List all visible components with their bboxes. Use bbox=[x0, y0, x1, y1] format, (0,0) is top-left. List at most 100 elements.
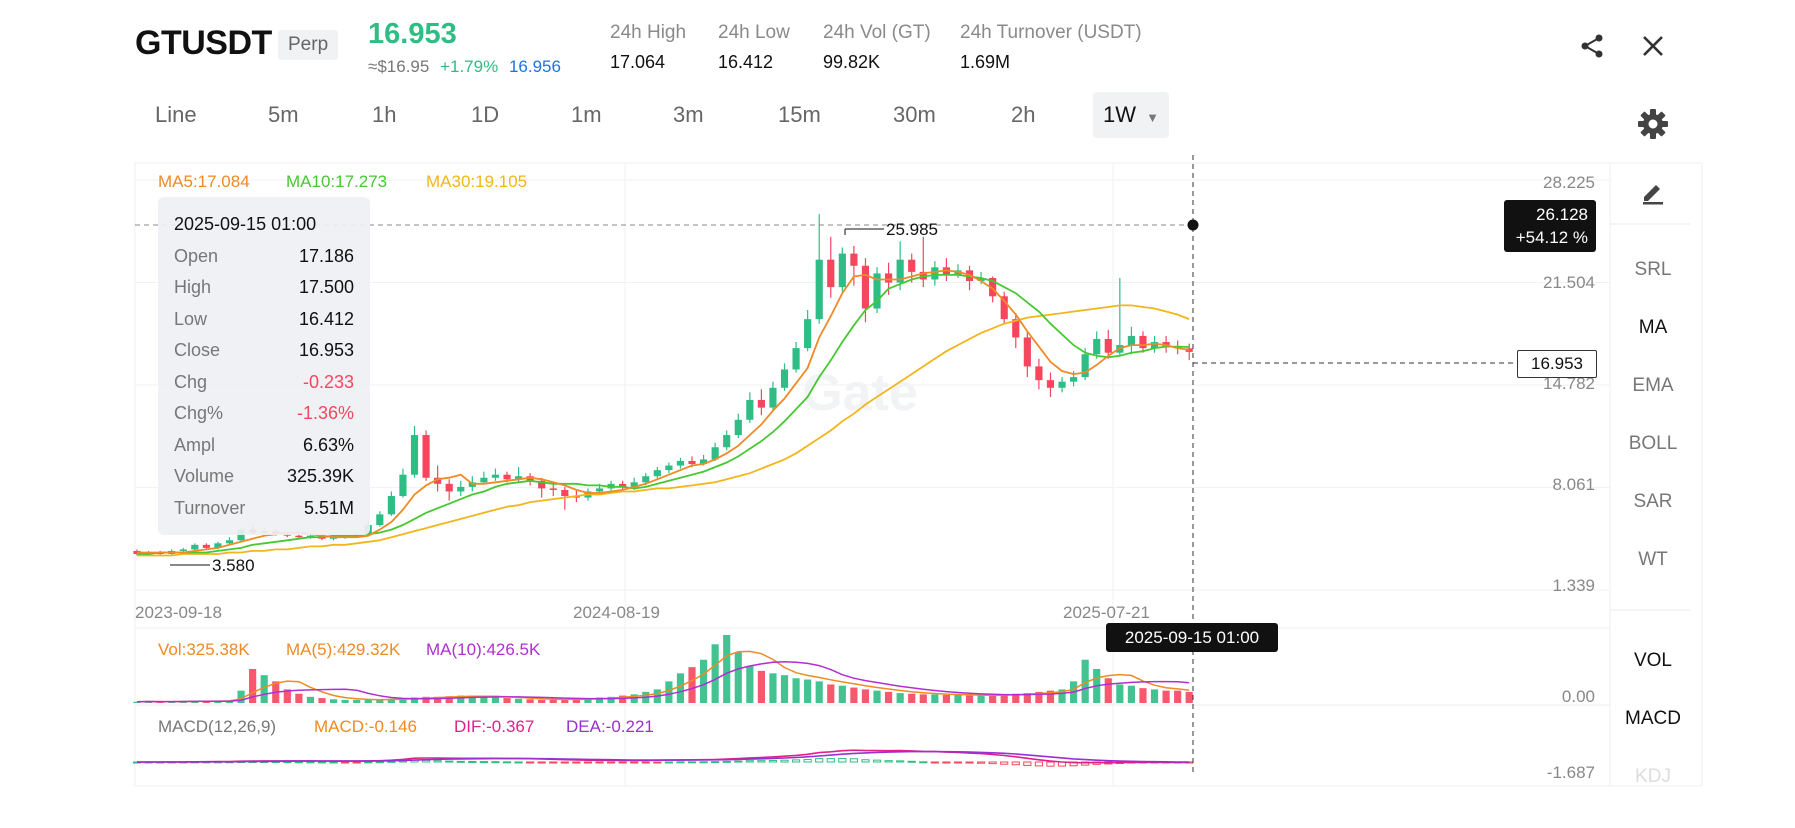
tab-1w[interactable]: 1W ▼ bbox=[1093, 92, 1169, 138]
vol-label: Vol:325.38K bbox=[158, 640, 250, 659]
tooltip-datetime: 2025-09-15 01:00 bbox=[174, 214, 354, 238]
candle-body bbox=[699, 459, 708, 465]
crosshair-pct: +54.12 % bbox=[1515, 228, 1588, 247]
side-tool-sar[interactable]: SAR bbox=[1633, 491, 1673, 512]
tab-3m[interactable]: 3m bbox=[673, 102, 704, 127]
side-tool-wt[interactable]: WT bbox=[1638, 549, 1668, 570]
candle-body bbox=[491, 474, 500, 478]
volume-bar bbox=[457, 695, 465, 703]
candle-body bbox=[619, 483, 627, 487]
side-tool-srl[interactable]: SRL bbox=[1634, 259, 1672, 280]
macd-hist-bar bbox=[560, 761, 569, 764]
change-percent: +1.79% bbox=[440, 57, 499, 76]
tooltip-row-open: Open 17.186 bbox=[174, 246, 354, 270]
volume-bar bbox=[514, 698, 523, 703]
volume-bar bbox=[561, 699, 569, 703]
candle-body bbox=[387, 496, 395, 515]
tooltip-value: -0.233 bbox=[302, 372, 354, 392]
macd-hist-bar bbox=[977, 761, 986, 764]
stat-24h-vol: 24h Vol (GT) 99.82K bbox=[823, 22, 931, 73]
volume-bar bbox=[422, 696, 430, 703]
volume-bar bbox=[850, 687, 858, 703]
macd-hist-bar bbox=[687, 761, 697, 764]
volume-bar bbox=[399, 698, 407, 703]
tooltip-datetime-value: 2025-09-15 01:00 bbox=[174, 214, 317, 234]
volume-bar bbox=[468, 695, 476, 703]
dea-value: DEA:-0.221 bbox=[566, 717, 654, 736]
ohlc-tooltip: 2025-09-15 01:00 Open 17.186 High 17.500 L… bbox=[158, 197, 370, 535]
candle-body bbox=[514, 476, 523, 480]
side-sub-vol[interactable]: VOL bbox=[1633, 650, 1673, 671]
macd-hist-bar bbox=[872, 759, 882, 763]
candle-body bbox=[1035, 366, 1043, 381]
macd-hist-bar bbox=[630, 761, 639, 764]
tooltip-key: Close bbox=[174, 340, 221, 360]
macd-hist-bar bbox=[583, 761, 593, 764]
candle-body bbox=[1023, 337, 1031, 367]
macd-hist-bar bbox=[711, 761, 720, 764]
candle-body bbox=[595, 488, 604, 492]
candle-body bbox=[873, 273, 881, 309]
volume-bar bbox=[861, 689, 870, 703]
candle-body bbox=[1127, 335, 1135, 346]
timeframe-tabs: Line 5m 1h 1D 1m 3m 15m 30m 2h 1W ▼ bbox=[135, 92, 1185, 138]
macd-hist-bar bbox=[1023, 761, 1032, 766]
volume-bar bbox=[965, 695, 974, 703]
gear-icon[interactable] bbox=[1637, 108, 1669, 140]
volume-bar bbox=[885, 691, 893, 703]
side-tool-boll[interactable]: BOLL bbox=[1628, 433, 1678, 454]
volume-bar bbox=[364, 699, 372, 703]
tooltip-key: Low bbox=[174, 309, 208, 329]
tab-1h[interactable]: 1h bbox=[372, 102, 397, 127]
macd-hist-bar bbox=[699, 761, 708, 764]
macd-hist-bar bbox=[734, 760, 743, 763]
volume-bar bbox=[977, 695, 985, 703]
candle-body bbox=[861, 265, 870, 309]
volume-bar bbox=[1035, 691, 1043, 703]
macd-hist-bar bbox=[468, 761, 477, 764]
tooltip-value: 17.186 bbox=[298, 246, 354, 266]
volume-bar bbox=[792, 678, 800, 703]
volume-bar bbox=[919, 694, 927, 703]
macd-hist-bar bbox=[1000, 761, 1009, 765]
tooltip-row-chg: Chg -0.233 bbox=[174, 372, 354, 396]
candle-body bbox=[746, 399, 754, 420]
close-icon[interactable] bbox=[1637, 30, 1669, 62]
ma30-line bbox=[137, 304, 1190, 557]
volume-bar bbox=[376, 699, 384, 703]
macd-hist-bar bbox=[606, 761, 616, 764]
mark-price: 16.956 bbox=[508, 57, 561, 76]
tab-line[interactable]: Line bbox=[155, 102, 197, 127]
tab-30m[interactable]: 30m bbox=[893, 102, 936, 127]
side-sub-kdj[interactable]: KDJ bbox=[1635, 766, 1671, 782]
grid-lines bbox=[135, 163, 1610, 786]
contract-type-badge: Perp bbox=[278, 30, 339, 60]
macd-group bbox=[132, 749, 1194, 767]
symbol-title[interactable]: GTUSDT bbox=[135, 24, 272, 62]
share-icon[interactable] bbox=[1576, 30, 1608, 62]
macd-hist-bar bbox=[1034, 761, 1043, 767]
tooltip-key: Open bbox=[174, 246, 219, 266]
volume-bar bbox=[757, 670, 765, 703]
stat-label: 24h High bbox=[610, 22, 687, 43]
stat-value: 17.064 bbox=[610, 52, 666, 72]
tab-1m[interactable]: 1m bbox=[571, 102, 602, 127]
macd-hist-bar bbox=[352, 761, 361, 764]
volume-bar bbox=[1012, 693, 1020, 703]
tab-5m[interactable]: 5m bbox=[268, 102, 299, 127]
tab-2h[interactable]: 2h bbox=[1011, 102, 1036, 127]
volume-bar bbox=[1046, 690, 1055, 703]
pencil-icon[interactable] bbox=[1608, 178, 1698, 212]
side-tool-ema[interactable]: EMA bbox=[1632, 375, 1674, 396]
x-tick: 2025-07-21 bbox=[1063, 603, 1150, 622]
tab-15m[interactable]: 15m bbox=[778, 102, 821, 127]
candle-body bbox=[1070, 377, 1078, 382]
volume-bar bbox=[410, 697, 419, 703]
tab-1d[interactable]: 1D bbox=[471, 102, 500, 127]
candle-body bbox=[688, 460, 696, 465]
side-sub-macd[interactable]: MACD bbox=[1625, 708, 1681, 729]
side-tool-ma[interactable]: MA bbox=[1638, 317, 1668, 338]
candle-body bbox=[734, 419, 742, 436]
volume-bar bbox=[538, 699, 546, 703]
tab-1w-label: 1W bbox=[1103, 102, 1136, 127]
